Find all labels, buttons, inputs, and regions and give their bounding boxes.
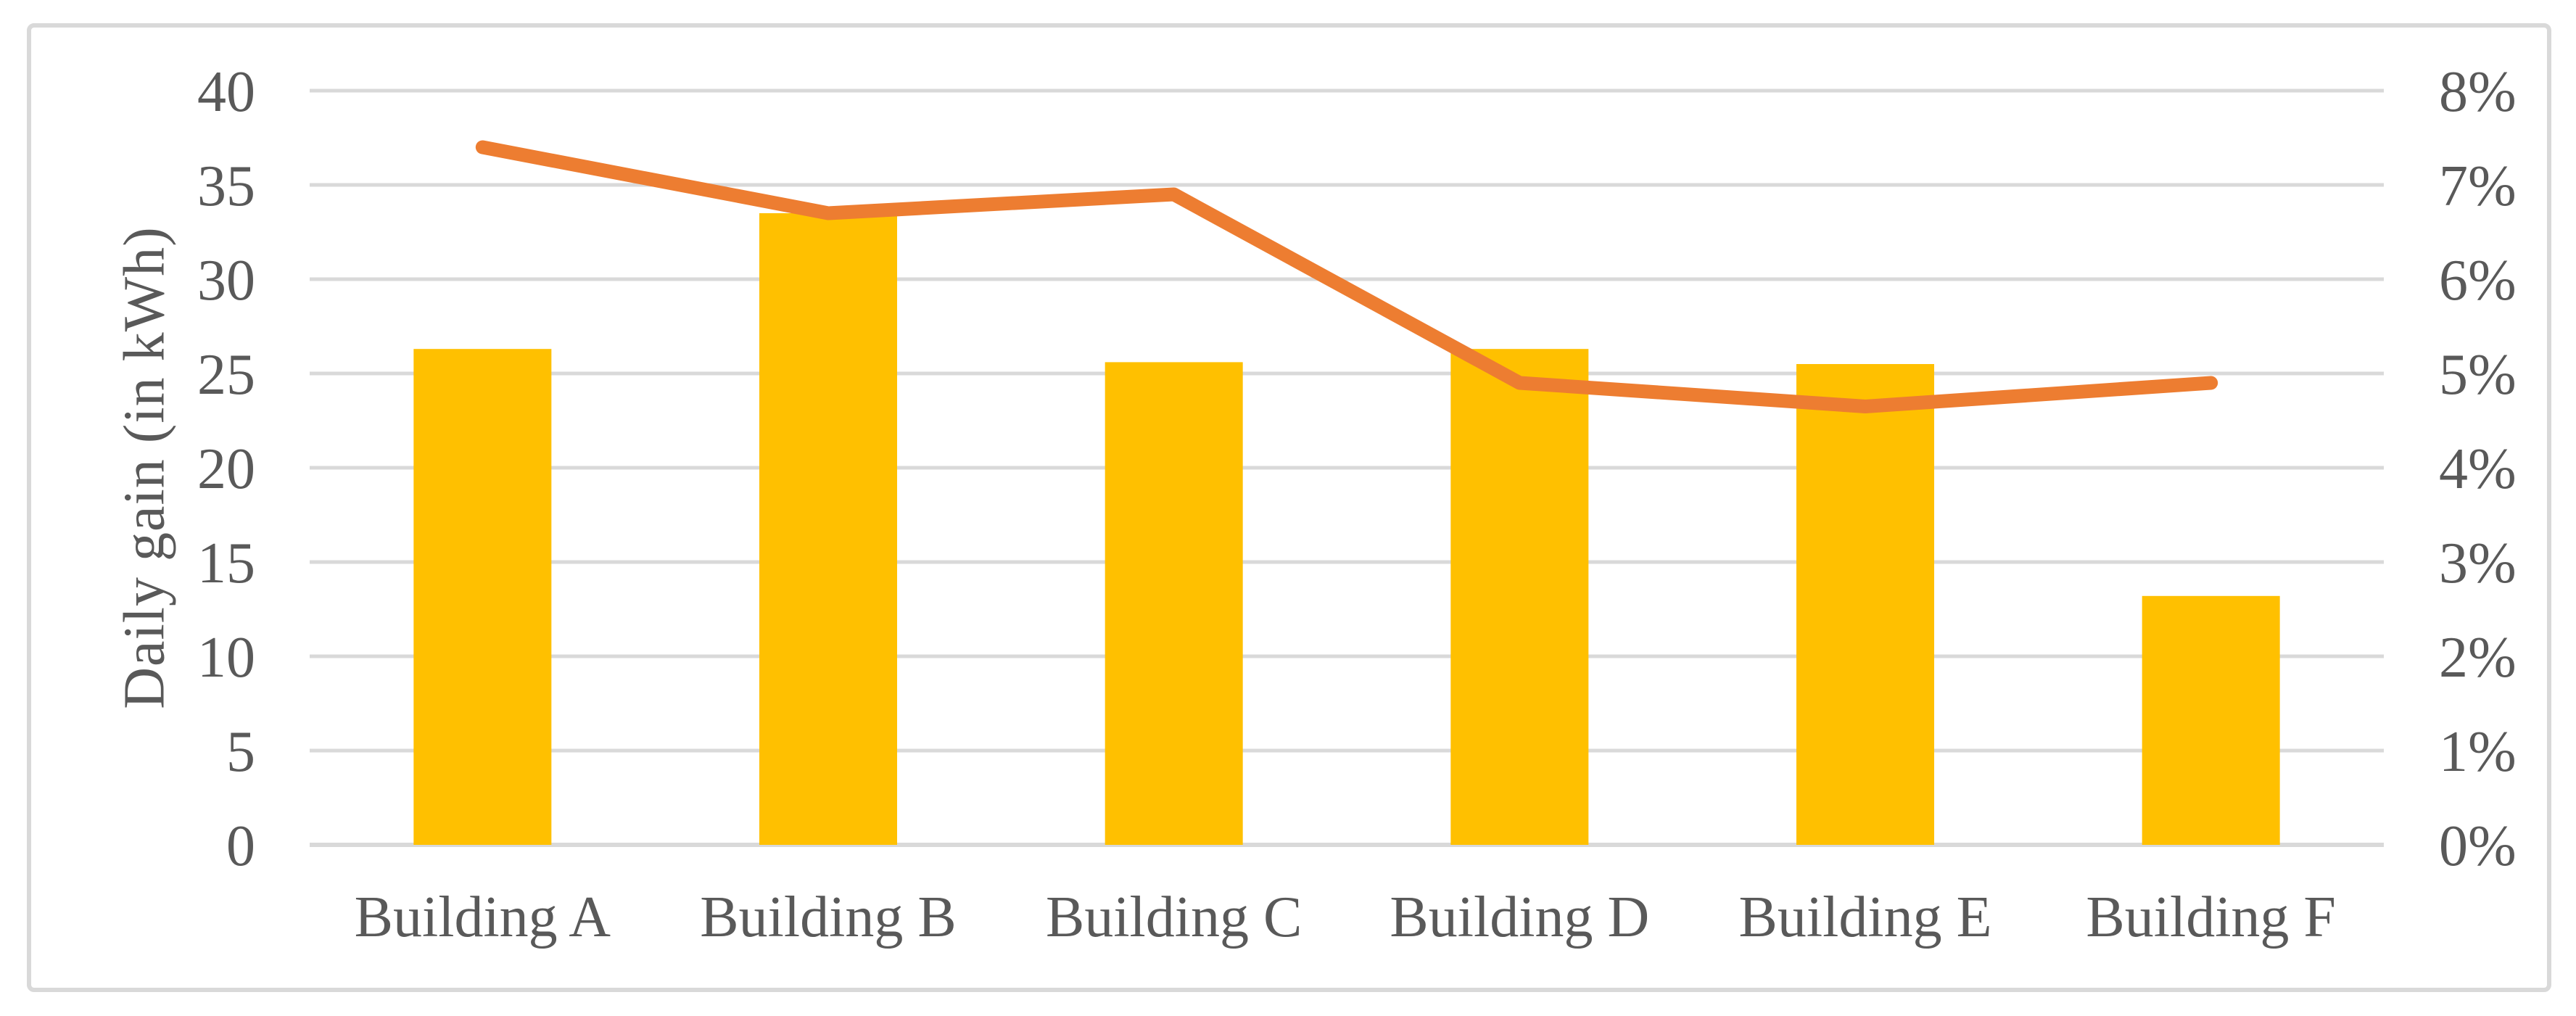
right-tick-label: 4%	[2439, 437, 2517, 501]
bar-building-f	[2142, 595, 2280, 845]
right-tick-label: 7%	[2439, 154, 2517, 218]
left-tick-label: 40	[197, 60, 255, 124]
gridlines	[310, 88, 2384, 847]
bar-building-a	[413, 349, 552, 845]
left-tick-label: 20	[197, 437, 255, 501]
right-tick-label: 2%	[2439, 626, 2517, 690]
right-tick-label: 0%	[2439, 814, 2517, 878]
left-tick-label: 35	[197, 154, 255, 218]
left-tick-label: 25	[197, 343, 255, 407]
left-axis-ticks: 0 5 10 15 20 25 30 35 40	[197, 60, 255, 878]
bar-building-b	[759, 213, 897, 845]
right-axis-ticks: 0% 1% 2% 3% 4% 5% 6% 7% 8%	[2439, 60, 2517, 878]
category-label: Building F	[2086, 885, 2336, 949]
y-axis-title: Daily gain (in kWh)	[112, 226, 177, 709]
bar-building-d	[1450, 349, 1589, 845]
left-tick-label: 30	[197, 249, 255, 313]
category-label: Building C	[1046, 885, 1302, 949]
left-tick-label: 10	[197, 626, 255, 690]
right-tick-label: 6%	[2439, 249, 2517, 313]
left-tick-label: 15	[197, 532, 255, 595]
line-path	[475, 140, 2218, 413]
category-label: Building B	[700, 885, 956, 949]
category-labels: Building A Building B Building C Building D…	[355, 885, 2336, 949]
left-tick-label: 0	[226, 814, 255, 878]
bar-series	[413, 213, 2280, 845]
category-label: Building A	[355, 885, 611, 949]
right-tick-label: 1%	[2439, 720, 2517, 784]
bar-building-c	[1105, 362, 1243, 845]
category-label: Building E	[1739, 885, 1992, 949]
right-tick-label: 3%	[2439, 532, 2517, 595]
line-series	[475, 140, 2218, 413]
category-label: Building D	[1390, 885, 1649, 949]
right-tick-label: 8%	[2439, 60, 2517, 124]
left-tick-label: 5	[226, 720, 255, 784]
bar-building-e	[1796, 364, 1934, 845]
right-tick-label: 5%	[2439, 343, 2517, 407]
